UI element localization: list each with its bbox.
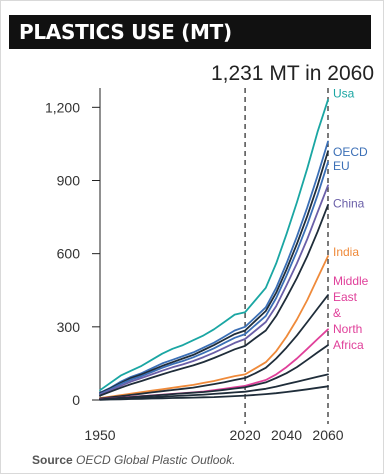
chart-header: PLASTICS USE (MT) [9, 15, 371, 49]
series-line-unlabeled-5 [99, 344, 329, 401]
y-tick-label: 300 [57, 319, 81, 335]
series-line-unlabeled-2 [99, 161, 329, 395]
series-label-china: China [333, 196, 365, 210]
series-line-unlabeled-1 [99, 150, 329, 395]
y-tick-label: 600 [57, 246, 81, 262]
y-tick-label: 900 [57, 172, 81, 188]
series-line-india [99, 255, 329, 399]
series-line-unlabeled-3 [99, 203, 329, 397]
y-tick-label: 1,200 [45, 99, 80, 115]
source-text: OECD Global Plastic Outlook. [76, 453, 236, 467]
series-line-unlabeled-4 [99, 294, 329, 400]
series-line-oecd-eu [99, 140, 329, 394]
source-label: Source [32, 453, 73, 467]
series-label-usa: Usa [333, 87, 355, 101]
chart-title: 1,231 MT in 2060 [211, 62, 374, 85]
series-line-china [99, 184, 329, 396]
x-tick-label: 1950 [84, 427, 115, 443]
series-label-middle-east-north-africa: Middle East & North Africa [333, 274, 369, 352]
series-label-india: India [333, 245, 359, 259]
x-tick-label: 2060 [312, 427, 343, 443]
series-line-unlabeled-7 [99, 385, 329, 401]
series-line-unlabeled-6 [99, 373, 329, 401]
x-tick-label: 2020 [230, 427, 261, 443]
source-note: Source OECD Global Plastic Outlook. [32, 453, 235, 467]
x-tick-label: 2040 [271, 427, 302, 443]
series-line-usa [99, 98, 329, 392]
y-tick-label: 0 [72, 392, 80, 408]
series-label-oecd-eu: OECD EU [333, 145, 368, 173]
